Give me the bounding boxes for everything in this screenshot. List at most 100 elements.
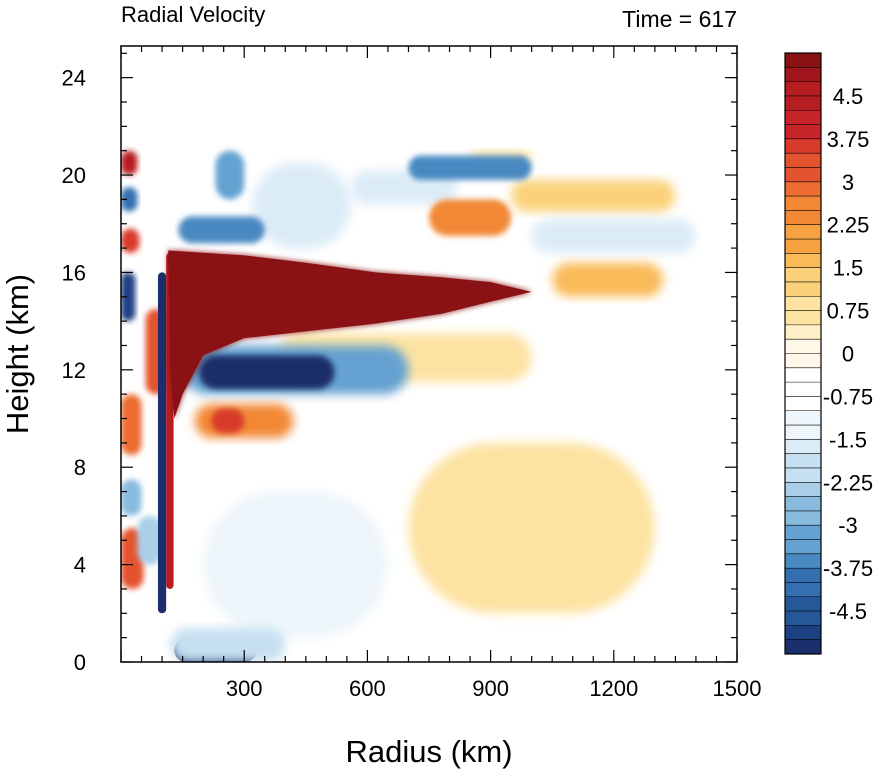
colorbar-label: 4.5: [833, 84, 864, 109]
field-feature: [203, 491, 388, 638]
colorbar-bin: [785, 568, 821, 583]
colorbar-bin: [785, 410, 821, 426]
colorbar-frame: [784, 52, 822, 655]
colorbar-bin: [785, 67, 821, 82]
field-feature: [252, 162, 351, 249]
colorbar-bin: [785, 596, 821, 612]
colorbar-label: 2.25: [827, 213, 870, 238]
colorbar-bin: [785, 239, 821, 254]
colorbar-bin: [785, 582, 821, 598]
x-tick-label: 1200: [589, 676, 638, 701]
y-tick-label: 20: [62, 163, 86, 188]
colorbar-bin: [785, 110, 821, 125]
colorbar-bin: [785, 553, 821, 569]
field-feature: [531, 218, 696, 253]
colorbar-label: 1.5: [833, 256, 864, 281]
colorbar-label: -0.75: [823, 384, 873, 409]
colorbar-bin: [785, 281, 821, 297]
colorbar-label: -3: [838, 513, 858, 538]
colorbar-bin: [785, 81, 821, 97]
colorbar-bin: [785, 510, 821, 526]
y-tick-label: 8: [74, 455, 86, 480]
field-feature: [121, 228, 140, 253]
colorbar: [784, 52, 822, 655]
field-feature: [121, 187, 138, 212]
colorbar-bin: [785, 253, 821, 268]
field-feature: [215, 150, 245, 200]
colorbar-bin: [785, 453, 821, 469]
y-tick-labels: 0 4 8 12 16 20 24: [62, 66, 86, 675]
x-tick-label: 900: [472, 676, 509, 701]
x-tick-label: 600: [349, 676, 386, 701]
colorbar-bin: [785, 310, 821, 326]
field-feature: [199, 355, 335, 390]
colorbar-bin: [785, 525, 821, 540]
field-feature: [121, 394, 142, 456]
colorbar-bin: [785, 53, 821, 68]
colorbar-bin: [785, 95, 821, 111]
field-feature: [170, 627, 286, 662]
x-axis-label: Radius (km): [345, 734, 512, 769]
colorbar-bin: [785, 539, 821, 555]
colorbar-bin: [785, 324, 821, 340]
field-feature: [211, 408, 245, 434]
colorbar-bin: [785, 353, 821, 369]
y-tick-label: 24: [62, 66, 86, 91]
colorbar-label: -3.75: [823, 556, 873, 581]
colorbar-bin: [785, 467, 821, 483]
colorbar-bin: [785, 396, 821, 412]
field-feature: [178, 216, 265, 244]
colorbar-bin: [785, 367, 821, 383]
colorbar-bin: [785, 625, 821, 640]
colorbar-bin: [785, 138, 821, 154]
field-feature: [121, 272, 136, 322]
colorbar-labels: 4.5 3.75 3 2.25 1.5 0.75 0 -0.75 -1.5 -2.25 -3 -3.7…: [823, 84, 873, 624]
colorbar-bin: [785, 167, 821, 183]
colorbar-label: -4.5: [829, 599, 867, 624]
colorbar-bin: [785, 496, 821, 512]
colorbar-bin: [785, 124, 821, 140]
y-tick-label: 12: [62, 358, 86, 383]
colorbar-bin: [785, 181, 821, 197]
field-feature: [552, 262, 664, 297]
colorbar-label: 3: [842, 170, 854, 195]
colorbar-bin: [785, 425, 821, 440]
colorbar-bin: [785, 382, 821, 397]
x-tick-labels: 300 600 900 1200 1500: [226, 676, 762, 701]
colorbar-bin: [785, 296, 821, 311]
colorbar-bin: [785, 267, 821, 283]
colorbar-bin: [785, 611, 821, 626]
field-feature: [121, 150, 138, 176]
velocity-field: [121, 150, 696, 662]
chart-subtitle: Time = 617: [622, 6, 737, 32]
field-feature: [429, 199, 512, 236]
colorbar-bin: [785, 639, 821, 655]
colorbar-bin: [785, 196, 821, 211]
colorbar-label: 0.75: [827, 299, 870, 324]
colorbar-bin: [785, 439, 821, 454]
colorbar-label: 3.75: [827, 127, 870, 152]
y-tick-label: 16: [62, 260, 86, 285]
colorbar-bin: [785, 339, 821, 354]
field-feature: [511, 179, 676, 212]
field-feature: [408, 442, 655, 614]
colorbar-label: -1.5: [829, 427, 867, 452]
y-tick-label: 0: [74, 650, 86, 675]
colorbar-label: 0: [842, 342, 854, 367]
colorbar-bin: [785, 153, 821, 168]
field-feature: [408, 155, 532, 180]
axis-ticks: [120, 46, 738, 663]
x-tick-label: 1500: [713, 676, 762, 701]
x-tick-label: 300: [226, 676, 263, 701]
field-feature: [137, 515, 163, 565]
y-axis-label: Height (km): [0, 274, 35, 434]
y-tick-label: 4: [74, 553, 86, 578]
field-feature: [121, 479, 142, 516]
colorbar-bin: [785, 482, 821, 497]
outflow-jet-core: [168, 250, 532, 419]
colorbar-bin: [785, 210, 821, 226]
field-feature: [157, 272, 167, 614]
colorbar-label: -2.25: [823, 470, 873, 495]
chart-title: Radial Velocity: [121, 2, 265, 27]
